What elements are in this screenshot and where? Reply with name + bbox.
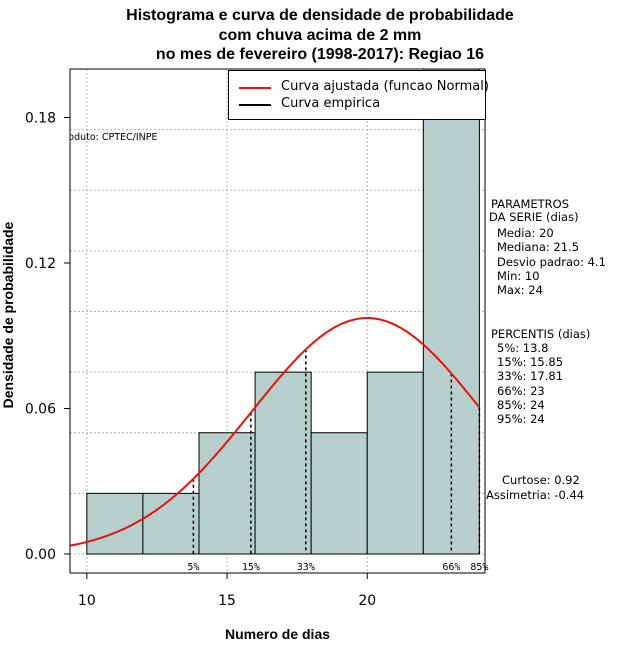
x-tick-label: 10 [78,593,96,609]
plot-frame [69,68,486,574]
percentile-labels: 5% 15% 33% 66% 85% [187,562,488,573]
y-tick-label: 0.00 [25,547,56,563]
chart-title-line-1: Histograma e curva de densidade de proba… [126,7,514,24]
histogram-bar [310,432,368,555]
x-axis-title: Numero de dias [224,626,331,642]
percentile-label: 15% [242,562,260,573]
percentil-85: 85%: 24 [497,398,545,412]
percentile-label: 33% [297,562,315,573]
x-tick-label: 20 [358,593,376,609]
percentile-label: 5% [187,562,199,573]
histogram-bar [142,492,200,555]
percentile-markers [192,349,481,554]
parametros-header-2: DA SERIE (dias) [489,210,579,224]
parametros-header-1: PARAMETROS [491,197,570,211]
legend-item-fitted: Curva ajustada (funcao Normal) [229,79,489,95]
percentile-label: 85% [470,562,488,573]
y-tick-label: 0.18 [25,111,56,127]
percentis-header: PERCENTIS (dias) [491,327,591,341]
y-axis-title: Densidade de probabilidade [0,221,16,409]
assimetria-label: Assimetria: -0.44 [486,488,585,502]
percentile-label: 66% [442,562,460,573]
legend-item-empirical: Curva empirica [229,96,485,112]
y-axis: 0.00 0.06 0.12 0.18 [25,111,70,563]
histogram-bar [198,432,256,555]
normal-fit-curve [69,317,481,547]
y-tick-label: 0.06 [25,402,56,418]
percentil-5: 5%: 13.8 [497,341,549,355]
legend-label-fitted: Curva ajustada (funcao Normal) [281,79,489,94]
legend-label-empirical: Curva empirica [281,96,381,111]
y-tick-label: 0.12 [25,256,56,272]
percentil-15: 15%: 15.85 [497,355,564,369]
parametros-mediana: Mediana: 21.5 [497,240,580,254]
histogram-bar [366,371,424,555]
parametros-max: Max: 24 [497,283,543,297]
legend-swatch-fitted [239,87,271,89]
chart-title-line-3: no mes de fevereiro (1998-2017): Regiao … [155,46,485,63]
x-tick-label: 15 [218,593,236,609]
parametros-media: Media: 20 [497,226,554,240]
histogram-bar [422,68,480,555]
produto-label: Produto: CPTEC/INPE [70,132,158,143]
legend-swatch-empirical [239,104,271,106]
chart-title-line-2: com chuva acima de 2 mm [218,27,422,44]
histogram-bar [254,371,312,555]
percentil-66: 66%: 23 [497,384,545,398]
curtose-label: Curtose: 0.92 [502,473,580,487]
legend: Curva ajustada (funcao Normal) Curva emp… [228,70,489,120]
x-axis: 10 15 20 [78,573,376,609]
percentil-95: 95%: 24 [497,412,545,426]
parametros-desvio: Desvio padrao: 4.1 [497,255,606,269]
parametros-min: Min: 10 [497,269,540,283]
percentil-33: 33%: 17.81 [497,369,564,383]
